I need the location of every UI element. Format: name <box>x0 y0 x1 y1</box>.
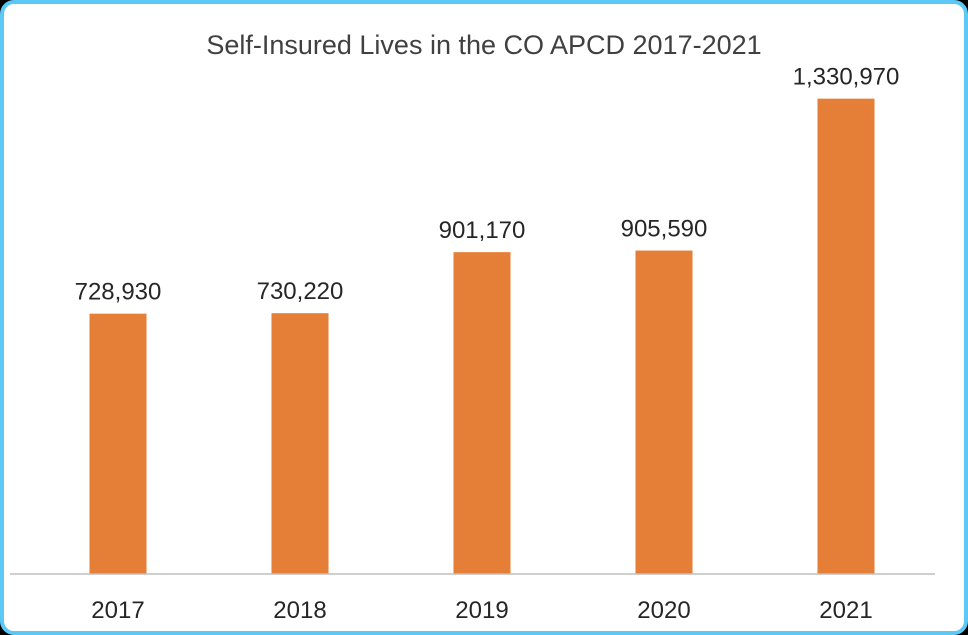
chart-title: Self-Insured Lives in the CO APCD 2017-2… <box>206 30 762 60</box>
x-tick-label-2018: 2018 <box>273 597 326 624</box>
ticks-layer: 2017 2018 2019 2020 2021 <box>91 597 872 624</box>
x-tick-label-2017: 2017 <box>91 597 144 624</box>
bar-2021 <box>817 98 875 575</box>
bar-2020 <box>635 250 693 574</box>
x-tick-label-2021: 2021 <box>819 597 872 624</box>
labels-layer: 728,930 730,220 901,170 905,590 1,330,970 <box>75 64 900 306</box>
data-label-2021: 1,330,970 <box>793 64 900 91</box>
x-tick-label-2020: 2020 <box>637 597 690 624</box>
data-label-2018: 730,220 <box>257 278 344 305</box>
bar-2018 <box>271 313 329 574</box>
bar-2019 <box>453 252 511 574</box>
data-label-2020: 905,590 <box>621 216 708 243</box>
x-tick-label-2019: 2019 <box>455 597 508 624</box>
bars-layer <box>89 98 875 575</box>
bar-chart: 728,930 730,220 901,170 905,590 1,330,970 20… <box>10 64 935 624</box>
bar-2017 <box>89 313 147 574</box>
data-label-2017: 728,930 <box>75 279 162 306</box>
data-label-2019: 901,170 <box>439 217 526 244</box>
